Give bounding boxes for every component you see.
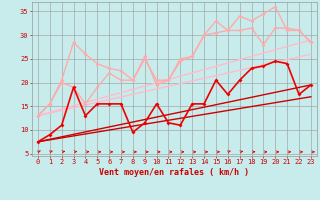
X-axis label: Vent moyen/en rafales ( km/h ): Vent moyen/en rafales ( km/h ): [100, 168, 249, 177]
